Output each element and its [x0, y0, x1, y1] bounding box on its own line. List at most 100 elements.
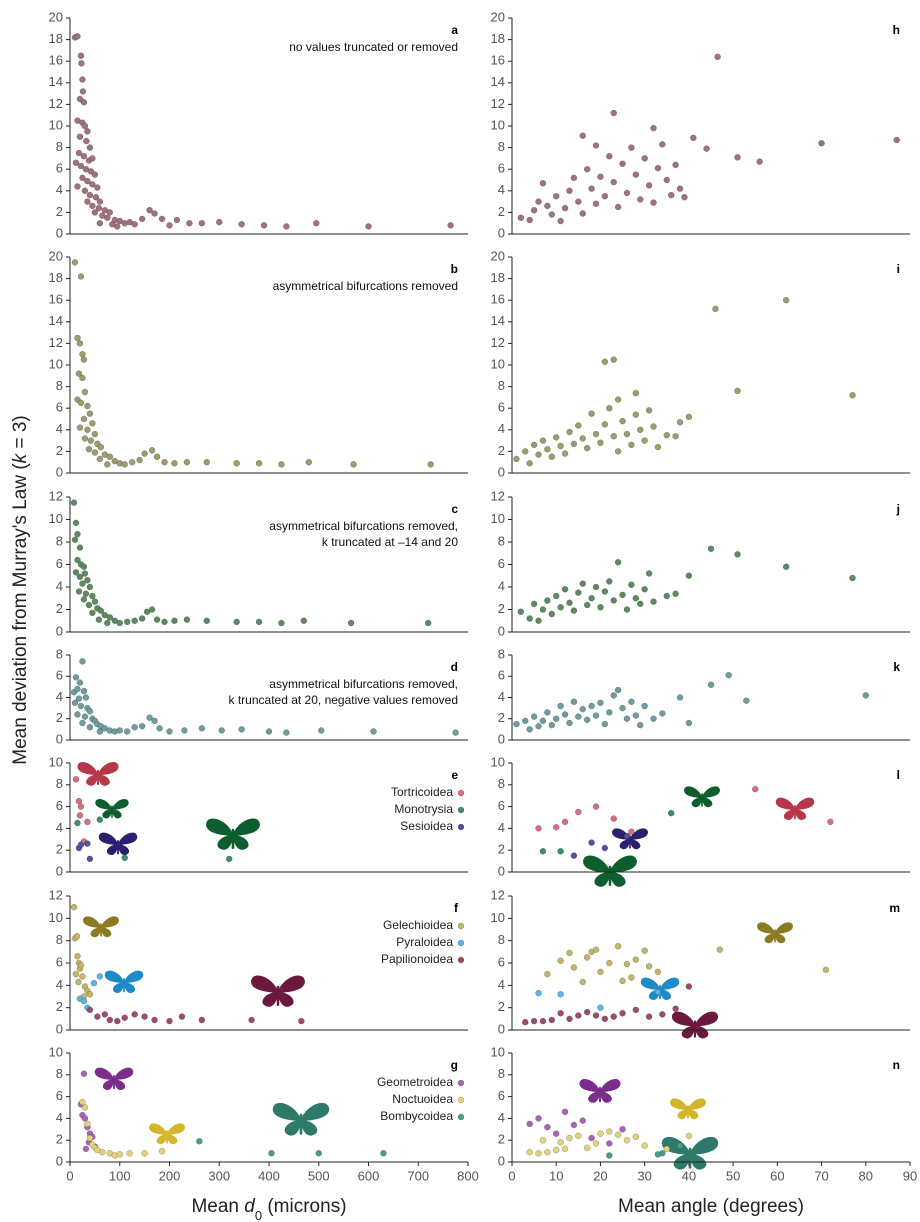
point [186, 220, 192, 226]
y-axis-title-part: Mean deviation from Murray's Law ( [10, 463, 31, 765]
y-tick-label: 6 [56, 400, 63, 415]
y-tick-label: 2 [498, 204, 505, 219]
panel-label: a [451, 23, 458, 37]
point [566, 1135, 572, 1141]
point [558, 958, 564, 964]
x-tick-label: 800 [457, 1168, 479, 1183]
point [249, 1017, 255, 1023]
point [370, 729, 376, 735]
point [571, 853, 577, 859]
point [637, 722, 643, 728]
point [167, 729, 173, 735]
point [453, 730, 459, 736]
point [827, 819, 833, 825]
point [575, 809, 581, 815]
point [78, 53, 84, 59]
x-tick-label: 100 [109, 1168, 131, 1183]
point [87, 584, 93, 590]
y-tick-label: 14 [491, 313, 505, 328]
point [196, 1138, 202, 1144]
point [84, 403, 90, 409]
point [89, 203, 95, 209]
point [104, 461, 110, 467]
point [646, 571, 652, 577]
y-axis-title-part: = 3) [10, 415, 31, 454]
point [558, 703, 564, 709]
point [553, 593, 559, 599]
point [132, 1011, 138, 1017]
point [606, 1140, 612, 1146]
legend-label: Gelechioidea [383, 918, 453, 932]
point [602, 721, 608, 727]
x-tick-label: 80 [859, 1168, 873, 1183]
point [611, 816, 617, 822]
point [448, 222, 454, 228]
point [580, 979, 586, 985]
point [863, 692, 869, 698]
point [74, 953, 80, 959]
point [593, 713, 599, 719]
y-tick-label: 12 [491, 488, 505, 503]
point [580, 435, 586, 441]
point [633, 412, 639, 418]
point [80, 88, 86, 94]
point [540, 607, 546, 613]
point [79, 375, 85, 381]
point [553, 1131, 559, 1137]
point [78, 962, 84, 968]
point [642, 948, 648, 954]
y-tick-label: 6 [56, 556, 63, 571]
point [562, 586, 568, 592]
point [82, 714, 88, 720]
point [562, 819, 568, 825]
y-tick-label: 10 [49, 1044, 63, 1059]
point [79, 658, 85, 664]
point [611, 110, 617, 116]
point [659, 1011, 665, 1017]
y-tick-label: 8 [56, 646, 63, 661]
point [162, 619, 168, 625]
point [673, 1006, 679, 1012]
y-tick-label: 4 [498, 421, 505, 436]
point [74, 686, 80, 692]
point [78, 273, 84, 279]
point [536, 452, 542, 458]
point [219, 727, 225, 733]
moth-icon [95, 1068, 133, 1090]
y-tick-label: 2 [56, 204, 63, 219]
point [127, 1150, 133, 1156]
point [615, 943, 621, 949]
y-tick-label: 6 [498, 1088, 505, 1103]
point [850, 392, 856, 398]
point [122, 1015, 128, 1021]
point [234, 619, 240, 625]
point [71, 500, 77, 506]
legend-label: Tortricoidea [391, 785, 453, 799]
point [757, 159, 763, 165]
point [620, 161, 626, 167]
y-tick-label: 12 [49, 335, 63, 350]
point [589, 186, 595, 192]
point [179, 1014, 185, 1020]
point [82, 1115, 88, 1121]
point [83, 695, 89, 701]
point [79, 973, 85, 979]
point [181, 727, 187, 733]
point [606, 960, 612, 966]
point [234, 460, 240, 466]
point [686, 1133, 692, 1139]
x-tick-label: 500 [308, 1168, 330, 1183]
legend-label: Sesioidea [400, 819, 453, 833]
point [79, 1099, 85, 1105]
point [97, 199, 103, 205]
point [593, 1012, 599, 1018]
x-tick-label: 40 [682, 1168, 696, 1183]
y-tick-label: 0 [498, 863, 505, 878]
point [580, 133, 586, 139]
figure: 02468101214161820ano values truncated or… [0, 0, 920, 1222]
point [633, 957, 639, 963]
point [571, 175, 577, 181]
point [544, 203, 550, 209]
moth-icon [672, 1012, 718, 1039]
point [204, 459, 210, 465]
